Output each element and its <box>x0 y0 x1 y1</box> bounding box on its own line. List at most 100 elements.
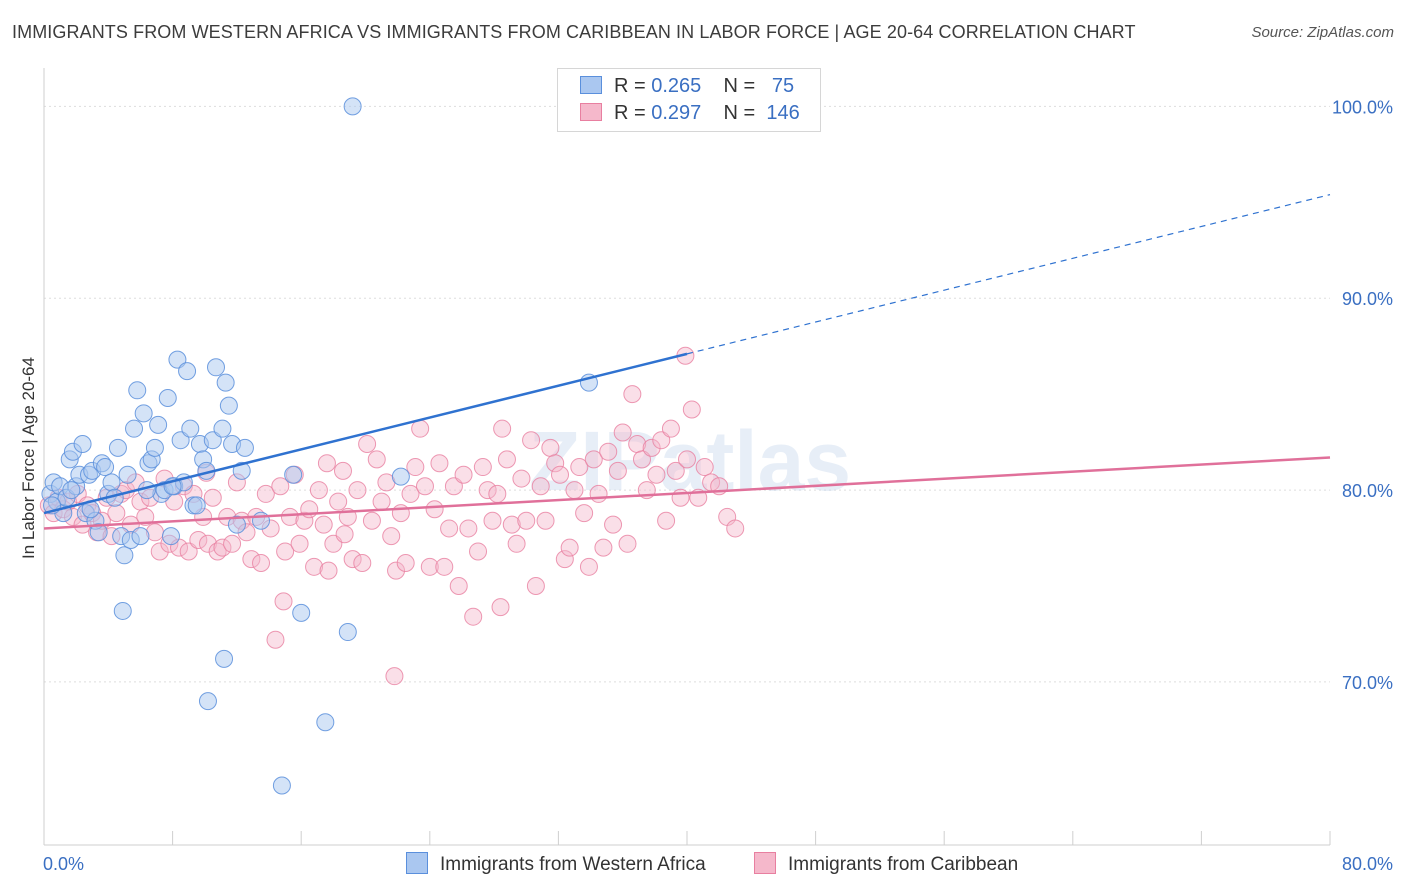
caribbean-point <box>266 630 285 649</box>
caribbean-point <box>329 492 348 511</box>
caribbean-point <box>478 481 497 500</box>
western-africa-point <box>181 419 200 438</box>
caribbean-point <box>385 667 404 686</box>
western-africa-point <box>128 381 147 400</box>
western-africa-point <box>115 546 134 565</box>
western-africa-point <box>89 523 108 542</box>
western-africa-point <box>338 623 357 642</box>
pink-swatch <box>754 852 776 874</box>
western-africa-point <box>207 358 226 377</box>
western-africa-point <box>232 461 251 480</box>
y-tick-label: 70.0% <box>1342 673 1393 693</box>
bottom-legend-western-africa: Immigrants from Western Africa <box>406 852 706 876</box>
caribbean-point <box>203 488 222 507</box>
caribbean-point <box>305 557 324 576</box>
caribbean-point <box>444 477 463 496</box>
caribbean-point <box>678 450 696 469</box>
r-value: 0.297 <box>651 102 702 124</box>
caribbean-trend-line <box>43 456 1331 530</box>
caribbean-point <box>560 538 579 557</box>
caribbean-point <box>290 534 309 553</box>
caribbean-point <box>415 477 434 496</box>
caribbean-point <box>507 534 526 553</box>
caribbean-point <box>493 419 512 438</box>
caribbean-point <box>682 400 701 419</box>
caribbean-point <box>623 385 642 404</box>
grid-lines <box>44 105 1330 683</box>
caribbean-point <box>517 511 536 530</box>
western-africa-point <box>187 496 206 515</box>
caribbean-point <box>401 484 420 503</box>
caribbean-point <box>406 458 425 477</box>
caribbean-point <box>198 534 217 553</box>
caribbean-point <box>150 542 169 561</box>
caribbean-point <box>348 481 367 500</box>
western-africa-point <box>113 601 132 620</box>
western-africa-point <box>272 776 291 795</box>
caribbean-point <box>613 423 632 442</box>
western-africa-trend-line <box>43 352 688 515</box>
caribbean-point <box>579 557 598 576</box>
caribbean-point <box>295 511 314 530</box>
western-africa-point <box>168 350 187 369</box>
n-value: 146 <box>766 102 800 124</box>
x-tick-label: 80.0% <box>1342 854 1393 874</box>
caribbean-point <box>536 511 555 530</box>
caribbean-point <box>280 507 299 526</box>
caribbean-point <box>531 477 550 496</box>
caribbean-point <box>252 553 271 572</box>
caribbean-point <box>430 454 449 473</box>
caribbean-point <box>565 481 584 500</box>
caribbean-point <box>666 461 685 480</box>
caribbean-point <box>396 553 415 572</box>
western-africa-point <box>203 431 222 450</box>
caribbean-point <box>726 519 745 538</box>
western-africa-point <box>118 465 137 484</box>
caribbean-point <box>353 553 372 572</box>
caribbean-point <box>546 454 565 473</box>
caribbean-point <box>570 458 589 477</box>
caribbean-point <box>314 515 333 534</box>
caribbean-point <box>522 431 541 450</box>
western-africa-point <box>252 511 271 530</box>
western-africa-point <box>391 467 410 486</box>
caribbean-point <box>425 500 444 519</box>
western-africa-point <box>292 603 311 622</box>
caribbean-points <box>39 346 745 686</box>
caribbean-point <box>541 438 560 457</box>
r-value: 0.265 <box>651 75 702 97</box>
caribbean-point <box>459 519 478 538</box>
western-africa-point <box>149 415 168 434</box>
caribbean-point <box>473 458 492 477</box>
x-tick-label: 0.0% <box>43 854 84 874</box>
tick-labels: 70.0% 80.0% 90.0% 100.0% 0.0% 80.0% <box>43 97 1393 874</box>
caribbean-point <box>335 525 354 544</box>
caribbean-point <box>213 538 232 557</box>
caribbean-point <box>179 542 198 561</box>
western-africa-point <box>219 396 238 415</box>
caribbean-point <box>454 465 473 484</box>
caribbean-point <box>604 515 623 534</box>
caribbean-point <box>319 561 338 580</box>
n-value: 75 <box>771 75 795 97</box>
caribbean-point <box>107 504 126 523</box>
caribbean-point <box>599 442 618 461</box>
caribbean-point <box>309 481 328 500</box>
caribbean-point <box>420 557 439 576</box>
legend-label: Immigrants from Western Africa <box>440 854 706 875</box>
blue-swatch <box>406 852 428 874</box>
western-africa-trend-extension <box>686 194 1331 355</box>
western-africa-point <box>343 97 362 116</box>
caribbean-point <box>526 577 545 595</box>
western-africa-point <box>73 435 92 454</box>
caribbean-point <box>317 454 336 473</box>
caribbean-point <box>483 511 502 530</box>
western-africa-point <box>213 419 232 438</box>
caribbean-point <box>343 550 362 569</box>
caribbean-point <box>652 431 671 450</box>
caribbean-point <box>358 435 377 454</box>
caribbean-point <box>575 504 594 523</box>
caribbean-point <box>464 607 483 626</box>
western-africa-point <box>108 438 127 457</box>
